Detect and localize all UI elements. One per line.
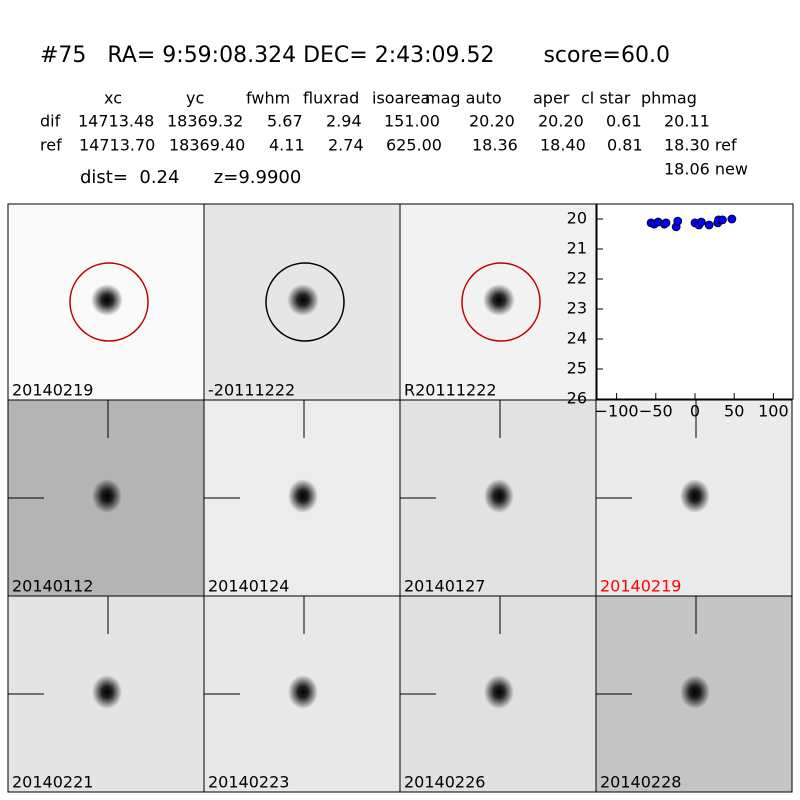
aperture [265,262,345,342]
y-tick-label: 20 [567,209,587,228]
table-cell: 151.00 [384,112,440,131]
panel-label: -20111222 [208,381,295,400]
column-header: fwhm [246,89,290,108]
source [484,479,514,513]
panel-label: R20111222 [404,381,497,400]
panel-label: 20140226 [404,773,485,792]
aperture [69,262,149,342]
x-tick-label: 50 [724,402,744,421]
column-header: xc [104,89,122,108]
panel-label: 20140219 [12,381,93,400]
y-tick-label: 24 [567,329,587,348]
panel-label: 20140221 [12,773,93,792]
point [718,215,727,225]
panel-label: 20140219 [600,577,681,596]
table-cell: 0.81 [607,136,643,155]
source [484,675,514,709]
column-header: cl star [581,89,631,108]
header-title: #75 RA= 9:59:08.324 DEC= 2:43:09.52 scor… [40,43,670,68]
aperture [461,262,541,342]
table-cell: 4.11 [269,136,305,155]
point [696,217,706,227]
source [288,479,318,513]
column-header: fluxrad [303,89,359,108]
y-tick-label: 22 [567,269,587,288]
point [661,218,671,228]
table-cell: 18.40 [540,136,586,155]
y-tick-label: 23 [567,299,587,318]
source [91,284,123,316]
panel-label: 20140127 [404,577,485,596]
row-label: ref [40,136,62,155]
row-label: dif [40,112,61,131]
table-cell: 14713.70 [79,136,155,155]
table-cell: 18.36 [472,136,518,155]
source [288,675,318,709]
point [704,220,714,230]
table-cell: 625.00 [386,136,442,155]
y-tick-label: 25 [567,359,587,378]
table-cell: 14713.48 [78,112,154,131]
y-tick-label: 21 [567,239,587,258]
panel-label: 20140228 [600,773,681,792]
x-tick-label: −100 [595,402,639,421]
column-header: phmag [641,89,697,108]
table-cell: 20.20 [538,112,584,131]
source [92,675,122,709]
x-tick-label: 100 [758,402,789,421]
source [287,284,319,316]
table-cell: 2.94 [326,112,362,131]
stats: dist= 0.24 z=9.9900 [80,167,301,188]
scatter-chart: 20 21 22 23 24 25 26 −100 −50 0 50 100 [567,203,794,421]
table-cell: 20.11 [664,112,710,131]
table-cell: 18369.40 [169,136,245,155]
table-cell: 2.74 [328,136,364,155]
point [673,216,683,226]
source [680,675,710,709]
point [727,214,737,224]
panel-label: 20140124 [208,577,289,596]
x-tick-label: −50 [639,402,673,421]
table-cell: 18.30 ref [664,136,737,155]
y-tick-label: 26 [567,389,587,408]
table-cell: 20.20 [469,112,515,131]
panels: 20140219 -20111222 R20111222 20140112 201401… [7,203,793,793]
source [483,284,515,316]
column-header: isoarea [372,89,430,108]
panel-label: 20140223 [208,773,289,792]
table-cell: 18369.32 [167,112,243,131]
source [92,479,122,513]
plot-area [596,203,794,400]
table-extra: 18.06 new [664,160,748,179]
column-header: aper [533,89,570,108]
column-header: yc [186,89,204,108]
source [680,479,710,513]
x-tick-label: 0 [690,402,700,421]
table-cell: 5.67 [267,112,303,131]
table-cell: 0.61 [606,112,642,131]
column-header: mag auto [425,89,502,108]
panel-label: 20140112 [12,577,93,596]
